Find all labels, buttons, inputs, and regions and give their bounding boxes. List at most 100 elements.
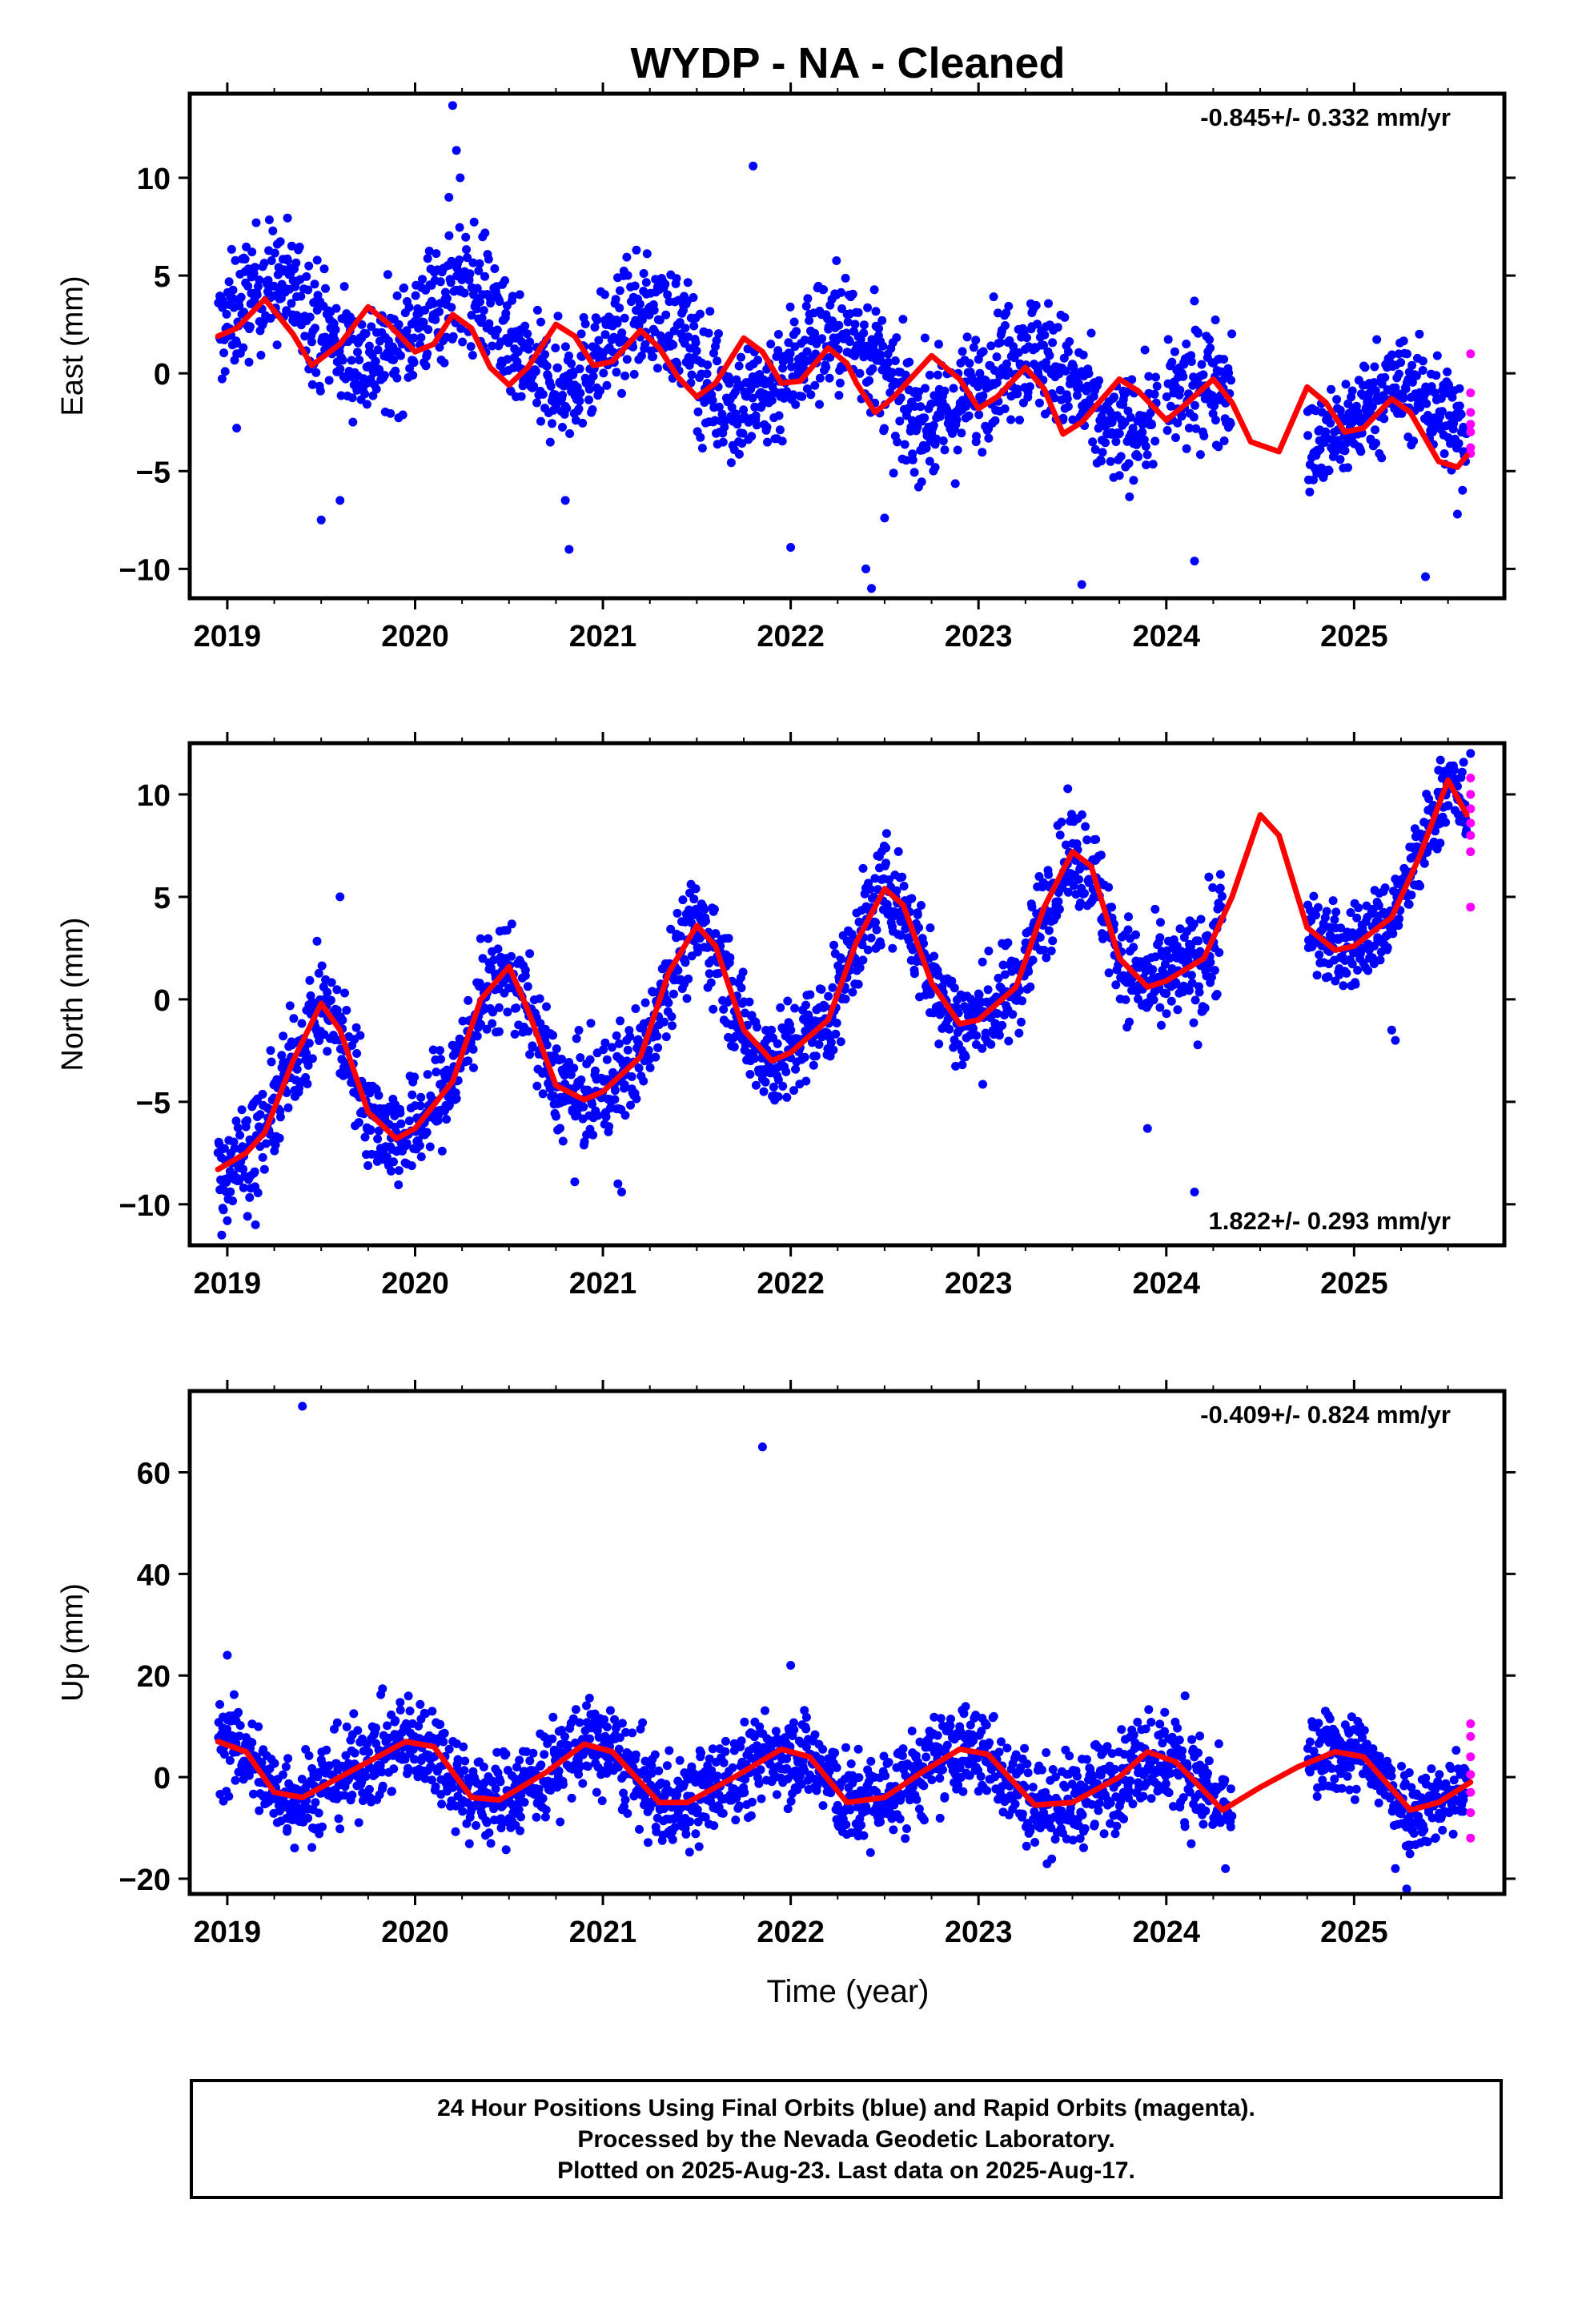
north-final-point <box>261 1139 271 1148</box>
north-y-tick-label: −5 <box>136 1087 171 1120</box>
up-final-point <box>564 1741 573 1751</box>
north-final-point <box>360 1132 370 1142</box>
east-final-point <box>696 432 705 442</box>
east-final-point <box>1303 431 1313 440</box>
north-final-point <box>1407 891 1416 900</box>
east-final-point <box>675 318 685 327</box>
north-rapid-point <box>1466 804 1476 814</box>
north-final-point <box>616 1016 625 1026</box>
east-final-point <box>355 356 364 364</box>
east-final-point <box>689 293 698 302</box>
east-final-point <box>448 332 458 341</box>
east-final-point <box>331 304 341 313</box>
up-final-point <box>665 1746 674 1755</box>
north-final-point <box>738 967 748 977</box>
up-final-point <box>303 1813 313 1823</box>
east-final-point <box>428 299 438 308</box>
east-final-point <box>391 366 400 376</box>
up-final-point <box>654 1766 664 1775</box>
north-final-point <box>494 1027 504 1036</box>
north-final-point <box>773 1092 783 1101</box>
up-final-point <box>540 1812 550 1822</box>
east-final-point <box>974 410 984 420</box>
east-final-point <box>590 323 600 332</box>
north-final-point <box>1063 887 1073 897</box>
east-outlier-point <box>861 564 870 573</box>
up-final-point <box>540 1750 549 1759</box>
east-final-point <box>1065 337 1074 346</box>
up-final-point <box>585 1734 595 1743</box>
up-final-point <box>538 1794 548 1803</box>
east-final-point <box>890 356 900 365</box>
east-y-tick-label: 10 <box>137 163 171 196</box>
north-final-point <box>786 1025 796 1035</box>
east-final-point <box>461 232 471 242</box>
east-final-point <box>364 341 374 351</box>
east-final-point <box>463 253 472 263</box>
east-final-point <box>1195 450 1205 460</box>
east-final-point <box>287 241 296 251</box>
north-final-point <box>538 1089 548 1099</box>
east-final-point <box>1341 380 1351 389</box>
north-final-point <box>1336 923 1346 933</box>
east-final-point <box>283 255 292 265</box>
east-final-point <box>841 328 851 338</box>
north-x-tick-label: 2022 <box>757 1267 825 1301</box>
east-final-point <box>815 373 825 383</box>
east-final-point <box>984 433 994 443</box>
east-final-point <box>1335 405 1345 415</box>
up-final-point <box>558 1779 568 1789</box>
up-final-point <box>464 1839 474 1848</box>
north-final-point <box>632 1094 641 1104</box>
east-final-point <box>672 274 681 283</box>
east-final-point <box>1015 416 1024 424</box>
north-final-point <box>576 1075 586 1084</box>
east-final-point <box>520 321 530 331</box>
north-final-point <box>1104 883 1114 892</box>
east-final-point <box>797 392 807 401</box>
east-final-point <box>368 391 378 400</box>
up-final-point <box>516 1812 525 1822</box>
east-final-point <box>319 264 329 274</box>
east-final-point <box>1138 420 1147 429</box>
east-final-point <box>227 244 236 254</box>
north-final-point <box>580 1137 589 1147</box>
north-final-point <box>1352 913 1362 923</box>
east-final-point <box>635 300 644 309</box>
east-final-point <box>409 358 419 368</box>
east-final-point <box>571 416 580 425</box>
east-final-point <box>1138 428 1147 437</box>
up-final-point <box>304 1751 314 1760</box>
east-y-tick-label: 5 <box>154 260 171 294</box>
east-final-point <box>479 306 488 316</box>
north-final-point <box>1374 901 1383 911</box>
east-final-point <box>817 334 827 344</box>
east-final-point <box>669 340 678 350</box>
east-final-point <box>220 367 230 376</box>
up-final-point <box>571 1705 580 1715</box>
north-final-point <box>872 925 881 935</box>
up-final-point <box>431 1782 440 1791</box>
north-final-point <box>502 926 512 935</box>
east-final-point <box>1309 475 1318 485</box>
east-final-point <box>750 402 760 412</box>
east-final-point <box>1226 419 1235 428</box>
east-y-tick-label: −5 <box>136 456 171 489</box>
east-final-point <box>492 325 502 335</box>
north-final-point <box>1383 943 1392 952</box>
north-final-point <box>1160 959 1170 969</box>
east-final-point <box>940 445 950 455</box>
north-final-point <box>693 947 702 957</box>
east-final-point <box>663 290 673 300</box>
east-rapid-point <box>1466 349 1476 359</box>
north-final-point <box>627 1072 636 1081</box>
north-final-point <box>1215 948 1224 957</box>
east-final-point <box>305 312 315 322</box>
north-final-point <box>612 1031 621 1040</box>
north-final-point <box>416 1092 426 1102</box>
east-final-point <box>863 303 873 312</box>
up-final-point <box>342 1722 351 1731</box>
east-final-point <box>542 361 552 371</box>
north-final-point <box>1028 955 1038 965</box>
north-final-point <box>507 919 516 929</box>
